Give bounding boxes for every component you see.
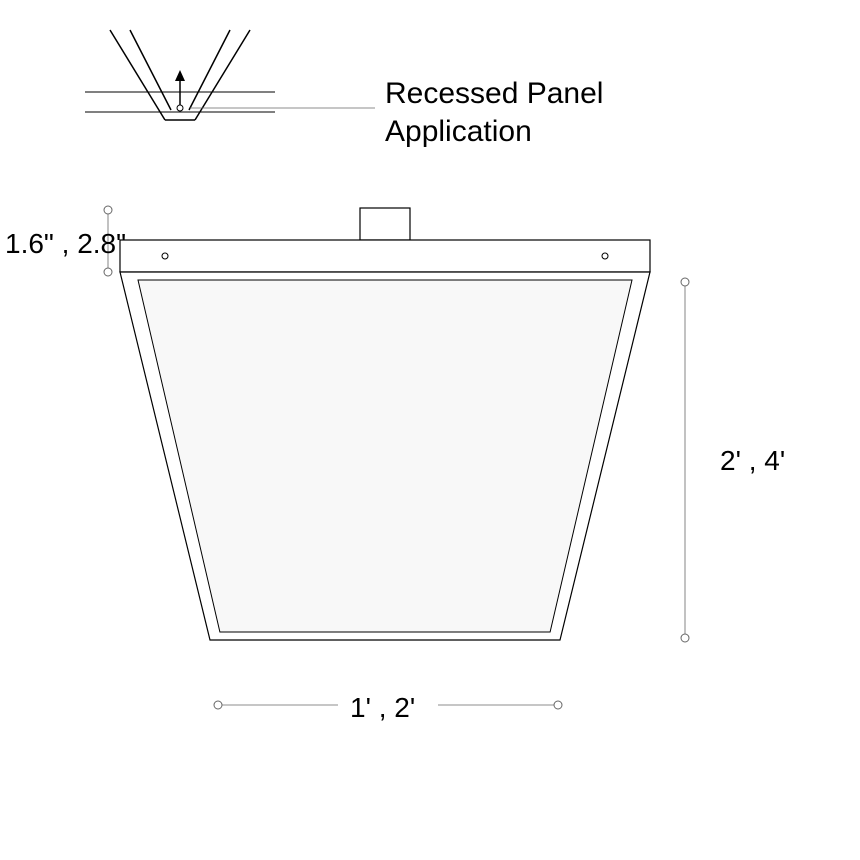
application-title: Recessed Panel Application [385, 75, 603, 150]
title-line-1: Recessed Panel [385, 77, 603, 110]
width-dimension-label: 1' , 2' [350, 692, 415, 724]
height-dimension-label: 1.6" , 2.8" [5, 228, 126, 260]
title-line-2: Application [385, 115, 532, 148]
depth-dimension-label: 2' , 4' [720, 445, 785, 477]
